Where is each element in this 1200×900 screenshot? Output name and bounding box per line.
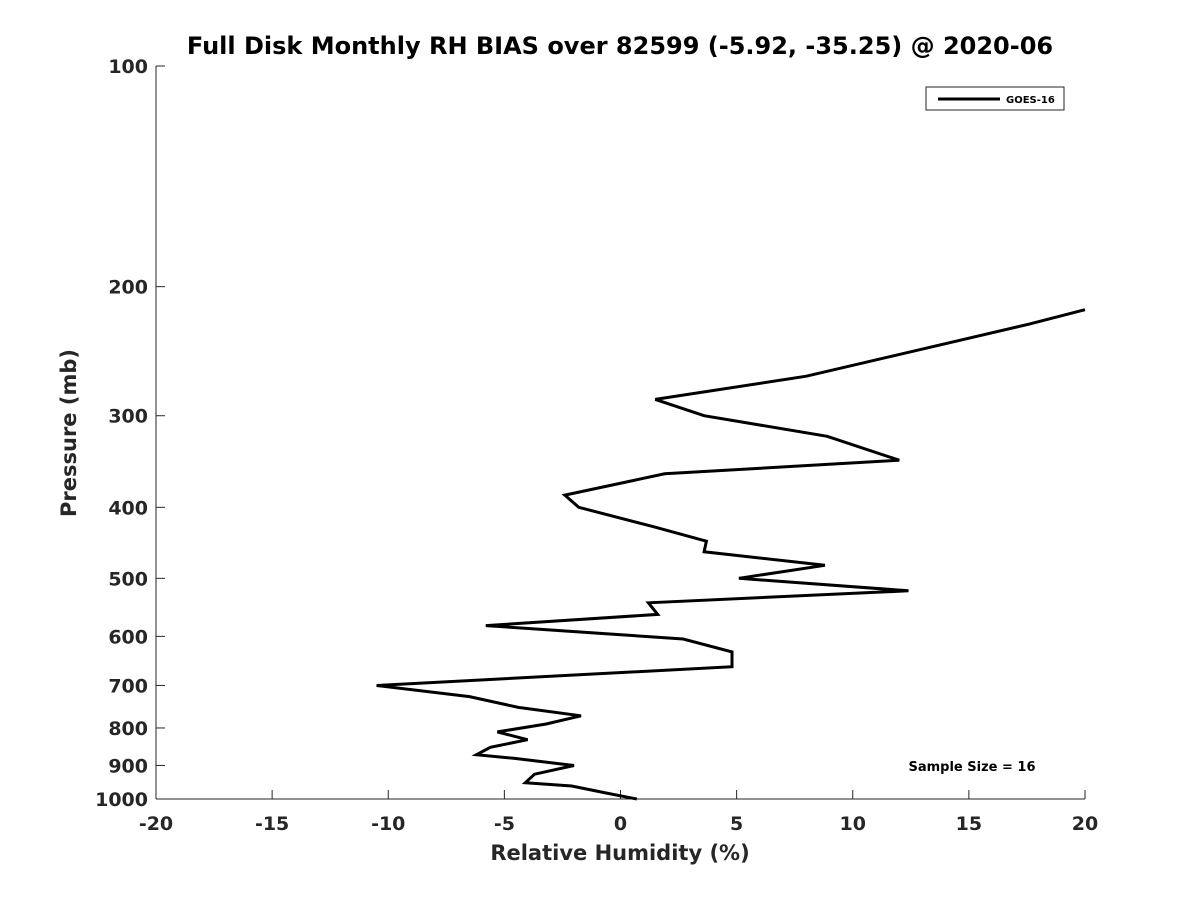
chart-title: Full Disk Monthly RH BIAS over 82599 (-5…	[187, 32, 1053, 60]
x-axis-label: Relative Humidity (%)	[490, 841, 749, 865]
x-tick-label: 5	[730, 813, 743, 835]
sample-size-annotation: Sample Size = 16	[908, 760, 1035, 775]
y-tick-label: 1000	[95, 789, 148, 811]
x-tick-label: 10	[840, 813, 866, 835]
y-tick-label: 600	[108, 626, 148, 648]
x-tick-label: 0	[614, 813, 627, 835]
plot-frame	[155, 66, 1085, 800]
y-tick-label: 300	[108, 406, 148, 428]
y-tick-label: 900	[108, 755, 148, 777]
x-tick-label: -5	[494, 813, 515, 835]
y-axis-label: Pressure (mb)	[57, 349, 81, 517]
y-axis-ticks: 100 200 300 400 500 600 700 800 900 1000	[95, 56, 165, 811]
series-line-goes-16	[376, 308, 1086, 801]
y-tick-label: 700	[108, 675, 148, 697]
series-group	[376, 308, 1086, 801]
x-tick-label: -20	[139, 813, 173, 835]
y-tick-label: 400	[108, 497, 148, 519]
legend: GOES-16	[925, 86, 1065, 111]
legend-label: GOES-16	[1006, 95, 1055, 106]
y-tick-label: 100	[108, 56, 148, 78]
x-tick-label: -15	[255, 813, 289, 835]
y-tick-label: 500	[108, 568, 148, 590]
x-tick-label: 20	[1072, 813, 1098, 835]
x-axis-ticks: -20 -15 -10 -5 0 5 10 15 20	[139, 790, 1098, 835]
x-tick-label: 15	[956, 813, 982, 835]
y-tick-label: 200	[108, 277, 148, 299]
x-tick-label: -10	[371, 813, 405, 835]
y-tick-label: 800	[108, 718, 148, 740]
